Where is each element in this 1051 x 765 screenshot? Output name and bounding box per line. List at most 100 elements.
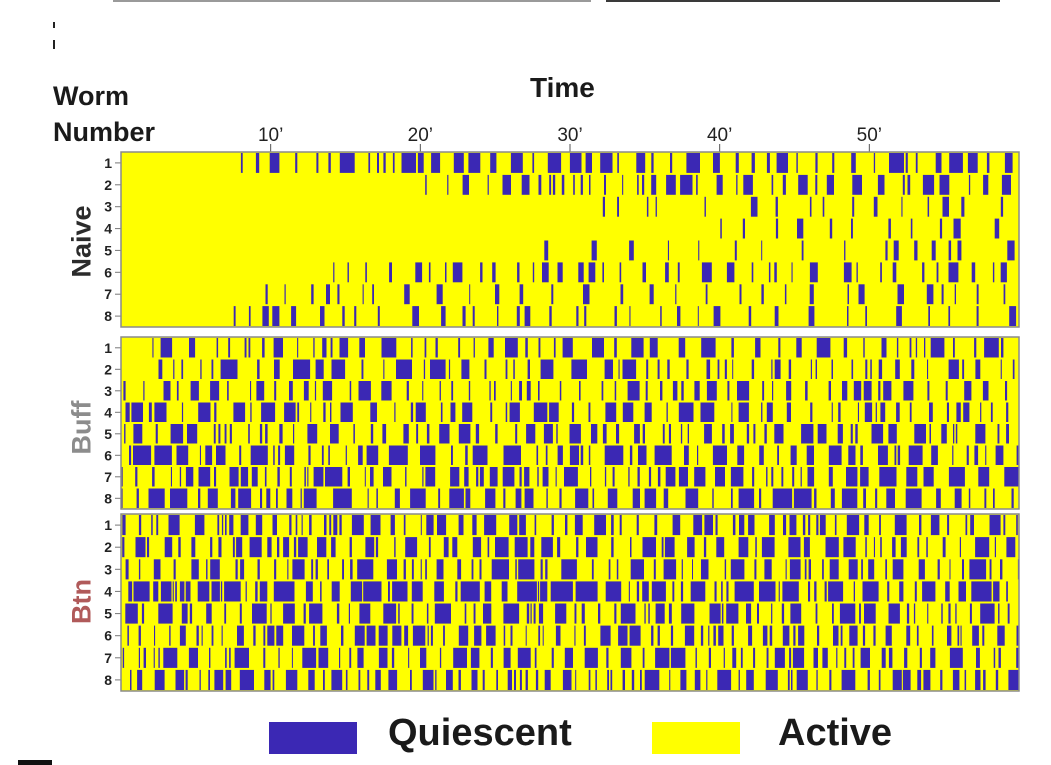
quiescent-bout <box>902 669 911 690</box>
quiescent-bout <box>250 445 268 465</box>
quiescent-bout <box>849 625 858 646</box>
quiescent-bout <box>309 603 323 624</box>
quiescent-bout <box>906 603 910 624</box>
quiescent-bout <box>638 445 647 465</box>
quiescent-bout <box>969 559 987 580</box>
quiescent-bout <box>333 515 338 536</box>
quiescent-bout <box>848 559 858 580</box>
quiescent-bout <box>739 284 742 305</box>
quiescent-bout <box>814 488 817 508</box>
quiescent-bout <box>614 603 617 624</box>
quiescent-bout <box>170 488 188 508</box>
quiescent-bout <box>278 445 281 465</box>
quiescent-bout <box>690 581 706 602</box>
quiescent-bout <box>351 515 364 536</box>
quiescent-bout <box>420 559 422 580</box>
quiescent-bout <box>640 669 642 690</box>
quiescent-bout <box>962 559 964 580</box>
quiescent-bout <box>761 537 775 558</box>
quiescent-bout <box>903 381 914 401</box>
quiescent-bout <box>808 306 815 326</box>
quiescent-bout <box>398 603 400 624</box>
quiescent-bout <box>123 381 126 401</box>
quiescent-bout <box>273 581 295 602</box>
quiescent-bout <box>748 515 755 536</box>
quiescent-bout <box>677 306 681 326</box>
top-rule-right <box>606 0 1000 2</box>
quiescent-bout <box>594 515 606 536</box>
quiescent-bout <box>817 625 820 646</box>
quiescent-bout <box>909 338 912 358</box>
quiescent-bout <box>618 359 620 379</box>
quiescent-bout <box>236 537 243 558</box>
quiescent-bout <box>320 581 322 602</box>
quiescent-bout <box>644 488 657 508</box>
quiescent-bout <box>214 467 217 487</box>
quiescent-bout <box>810 359 812 379</box>
quiescent-bout <box>848 445 856 465</box>
quiescent-bout <box>326 284 330 305</box>
quiescent-bout <box>730 559 745 580</box>
row-label: 2 <box>104 177 112 193</box>
quiescent-bout <box>549 402 559 422</box>
quiescent-bout <box>858 284 865 305</box>
quiescent-bout <box>809 284 814 305</box>
quiescent-bout <box>846 515 860 536</box>
quiescent-bout <box>517 262 520 283</box>
quiescent-bout <box>878 445 888 465</box>
quiescent-bout <box>706 359 711 379</box>
quiescent-bout <box>808 515 811 536</box>
quiescent-bout <box>984 338 999 358</box>
quiescent-bout <box>295 153 298 173</box>
quiescent-bout <box>375 537 379 558</box>
quiescent-bout <box>503 647 511 668</box>
quiescent-bout <box>793 488 812 508</box>
quiescent-bout <box>727 381 730 401</box>
quiescent-bout <box>349 381 352 401</box>
quiescent-bout <box>801 424 814 444</box>
quiescent-bout <box>913 603 916 624</box>
quiescent-bout <box>852 196 855 217</box>
quiescent-bout <box>706 669 708 690</box>
quiescent-bout <box>753 647 756 668</box>
quiescent-bout <box>524 467 530 487</box>
quiescent-bout <box>657 359 660 379</box>
quiescent-bout <box>537 467 539 487</box>
quiescent-bout <box>420 647 427 668</box>
quiescent-bout <box>342 306 345 326</box>
quiescent-bout <box>197 581 210 602</box>
quiescent-bout <box>289 467 292 487</box>
quiescent-bout <box>462 174 469 195</box>
quiescent-bout <box>998 647 1001 668</box>
quiescent-bout <box>704 424 712 444</box>
quiescent-bout <box>908 445 923 465</box>
chart-title: Time <box>530 72 595 103</box>
quiescent-bout <box>681 381 684 401</box>
quiescent-bout <box>240 467 249 487</box>
quiescent-bout <box>200 359 202 379</box>
quiescent-bout <box>598 603 601 624</box>
quiescent-bout <box>850 424 853 444</box>
quiescent-bout <box>989 559 992 580</box>
quiescent-bout <box>726 603 739 624</box>
quiescent-bout <box>768 262 771 283</box>
quiescent-bout <box>765 669 778 690</box>
quiescent-bout <box>521 174 530 195</box>
quiescent-bout <box>396 359 412 379</box>
quiescent-bout <box>321 445 324 465</box>
quiescent-bout <box>1006 581 1008 602</box>
quiescent-bout <box>354 625 365 646</box>
quiescent-bout <box>655 196 657 217</box>
quiescent-bout <box>267 537 272 558</box>
quiescent-bout <box>347 262 349 283</box>
quiescent-bout <box>906 467 918 487</box>
quiescent-bout <box>462 306 466 326</box>
quiescent-bout <box>228 338 231 358</box>
quiescent-bout <box>895 359 900 379</box>
quiescent-bout <box>861 559 863 580</box>
quiescent-bout <box>526 603 530 624</box>
quiescent-bout <box>479 467 484 487</box>
quiescent-bout <box>487 537 490 558</box>
quiescent-bout <box>547 153 562 173</box>
y-axis-title-line1: Worm <box>53 81 130 111</box>
